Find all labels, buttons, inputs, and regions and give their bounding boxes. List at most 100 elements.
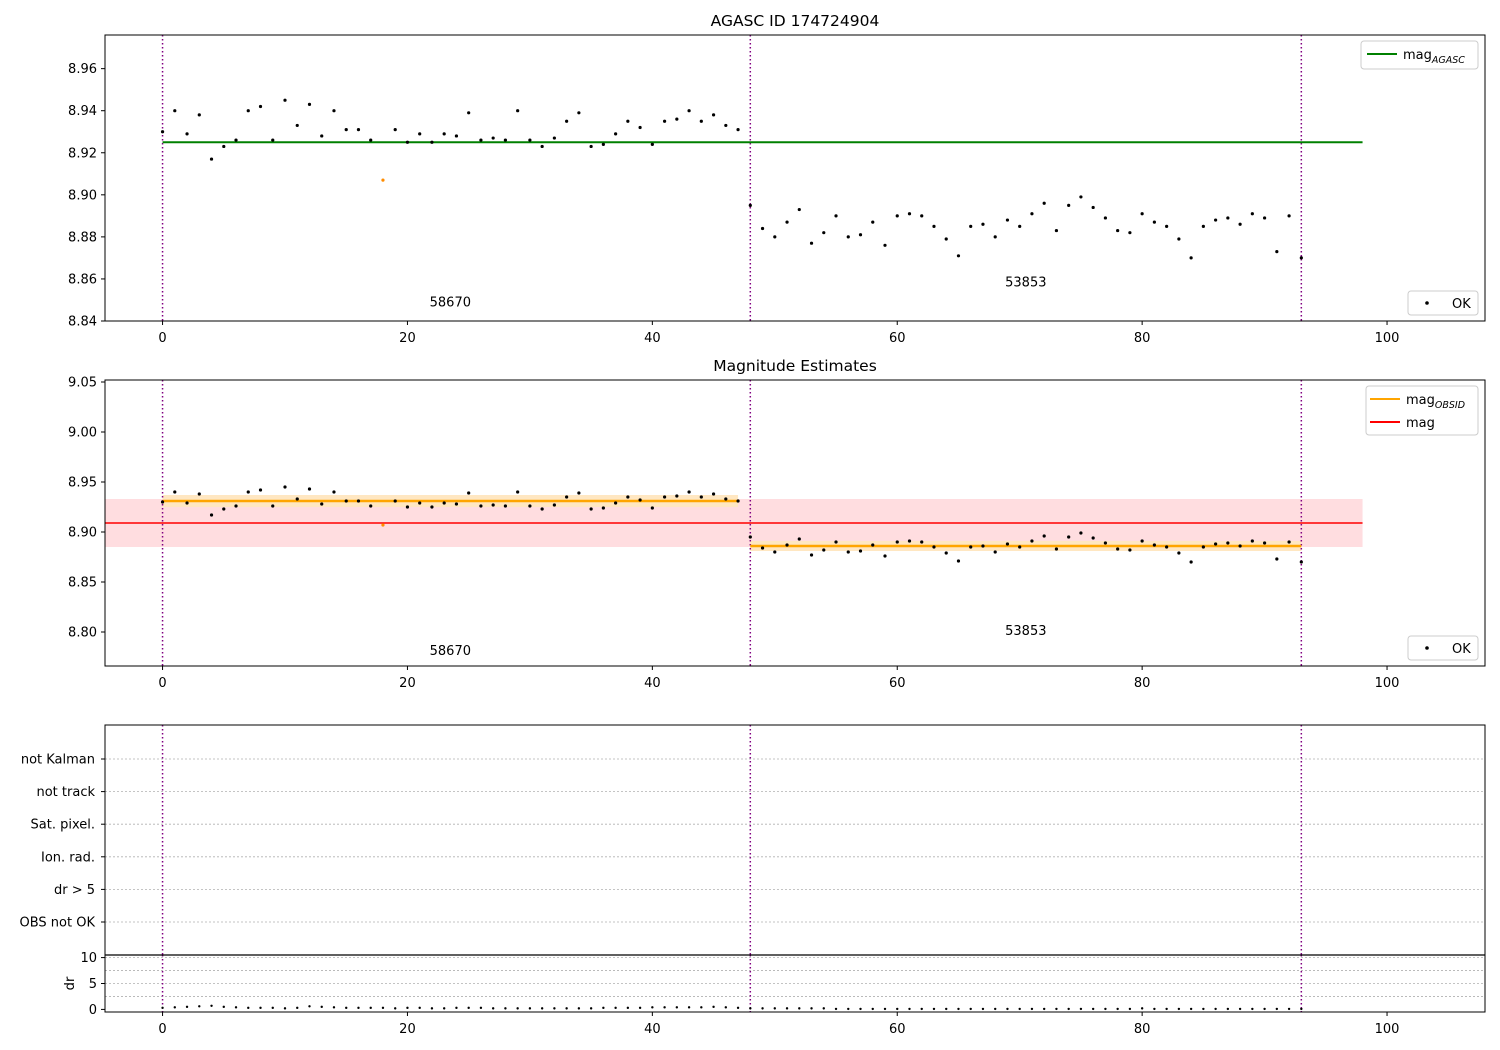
- ok-point: [981, 222, 985, 226]
- dr-point: [626, 1006, 630, 1010]
- ok-point: [1201, 224, 1205, 228]
- ok-point: [491, 503, 495, 507]
- dr-point: [491, 1007, 495, 1010]
- ok-point: [503, 504, 508, 508]
- ok-point: [846, 550, 850, 554]
- dr-point: [602, 1006, 605, 1010]
- legend-label: mag: [1406, 416, 1435, 431]
- ok-point: [736, 499, 740, 503]
- dr-point: [1104, 1007, 1107, 1011]
- ok-point: [307, 487, 312, 491]
- ok-point: [1262, 216, 1267, 220]
- ok-point: [773, 235, 777, 239]
- ok-point: [320, 502, 324, 506]
- ok-point: [1299, 560, 1303, 564]
- dr-point: [1140, 1007, 1144, 1010]
- ok-point: [1140, 539, 1144, 543]
- ok-point: [785, 220, 789, 224]
- x-tick-label: 20: [399, 676, 416, 691]
- dr-point: [283, 1007, 287, 1010]
- ok-point: [1152, 543, 1156, 547]
- dr-point: [1055, 1007, 1058, 1011]
- ok-point: [1067, 203, 1071, 207]
- dr-point: [442, 1007, 446, 1010]
- ok-point: [1030, 539, 1034, 543]
- ok-point: [222, 507, 226, 511]
- ok-point: [344, 499, 348, 503]
- ok-point: [271, 138, 275, 142]
- dr-point: [1300, 1007, 1303, 1011]
- ok-point: [1030, 212, 1034, 216]
- ok-point: [944, 551, 948, 555]
- ok-point: [883, 243, 887, 247]
- ok-point: [969, 545, 973, 549]
- ok-point: [956, 254, 961, 258]
- ok-point: [871, 543, 875, 547]
- flag-label: OBS not OK: [20, 916, 96, 931]
- x-tick-label: 0: [158, 1022, 166, 1037]
- dr-point: [859, 1007, 862, 1011]
- y-tick-label: 9.05: [68, 376, 97, 391]
- ok-point: [209, 513, 214, 517]
- dr-point: [1263, 1007, 1266, 1011]
- dr-point: [1079, 1007, 1083, 1011]
- ok-point: [626, 495, 630, 499]
- ok-point: [1018, 224, 1022, 228]
- x-tick-label: 80: [1134, 676, 1151, 691]
- ok-point: [773, 550, 777, 554]
- dr-point: [724, 1006, 728, 1009]
- ok-point: [711, 113, 716, 117]
- dr-point: [210, 1004, 213, 1007]
- dr-point: [418, 1006, 421, 1010]
- ok-point: [1189, 560, 1193, 564]
- y-tick-label: 0: [89, 1003, 97, 1018]
- flag-label: not Kalman: [21, 753, 95, 768]
- ok-point: [1299, 256, 1303, 260]
- legend-ok-marker: [1425, 646, 1429, 650]
- ok-point: [638, 125, 642, 130]
- obsid-label: 58670: [430, 295, 471, 310]
- legend-label-main: mag: [1403, 48, 1432, 63]
- legend-label-subscript: AGASC: [1431, 55, 1465, 66]
- ok-point: [932, 224, 936, 228]
- dr-point: [700, 1006, 703, 1009]
- dr-point: [198, 1005, 201, 1008]
- dr-point: [161, 1006, 164, 1010]
- chart-title: AGASC ID 174724904: [711, 12, 880, 30]
- x-tick-label: 100: [1375, 676, 1400, 691]
- ok-point: [638, 498, 642, 502]
- ok-point: [430, 505, 434, 509]
- ok-point: [185, 132, 189, 136]
- ok-point: [920, 540, 924, 544]
- x-tick-label: 80: [1134, 1022, 1151, 1037]
- ok-point: [430, 140, 434, 144]
- ok-point: [246, 109, 250, 113]
- ok-point: [283, 98, 287, 102]
- ok-point: [944, 237, 948, 241]
- ok-point: [516, 490, 520, 494]
- legend-entry-mag-agasc: magAGASC: [1367, 48, 1465, 66]
- dr-point: [847, 1007, 850, 1011]
- legend-agasc: magAGASC: [1360, 40, 1479, 70]
- ok-point: [1250, 212, 1254, 216]
- x-tick-label: 100: [1375, 1022, 1400, 1037]
- ok-point: [760, 226, 765, 231]
- dr-point: [504, 1007, 507, 1010]
- ok-point: [577, 111, 581, 115]
- ok-point: [197, 492, 201, 496]
- ok-point: [442, 501, 446, 505]
- ok-point: [1177, 237, 1181, 241]
- ok-point: [209, 157, 214, 161]
- obsid-label: 58670: [430, 644, 471, 659]
- ok-point: [369, 504, 373, 508]
- x-tick-label: 40: [644, 1022, 661, 1037]
- dr-point: [883, 1007, 887, 1011]
- dr-point: [173, 1006, 176, 1009]
- dr-point: [1165, 1007, 1168, 1011]
- ok-point: [1177, 551, 1181, 555]
- ok-point: [1226, 216, 1230, 220]
- flag-label: Sat. pixel.: [31, 818, 95, 833]
- dr-point: [345, 1006, 348, 1010]
- dr-point: [1214, 1007, 1217, 1011]
- ok-point: [822, 231, 826, 235]
